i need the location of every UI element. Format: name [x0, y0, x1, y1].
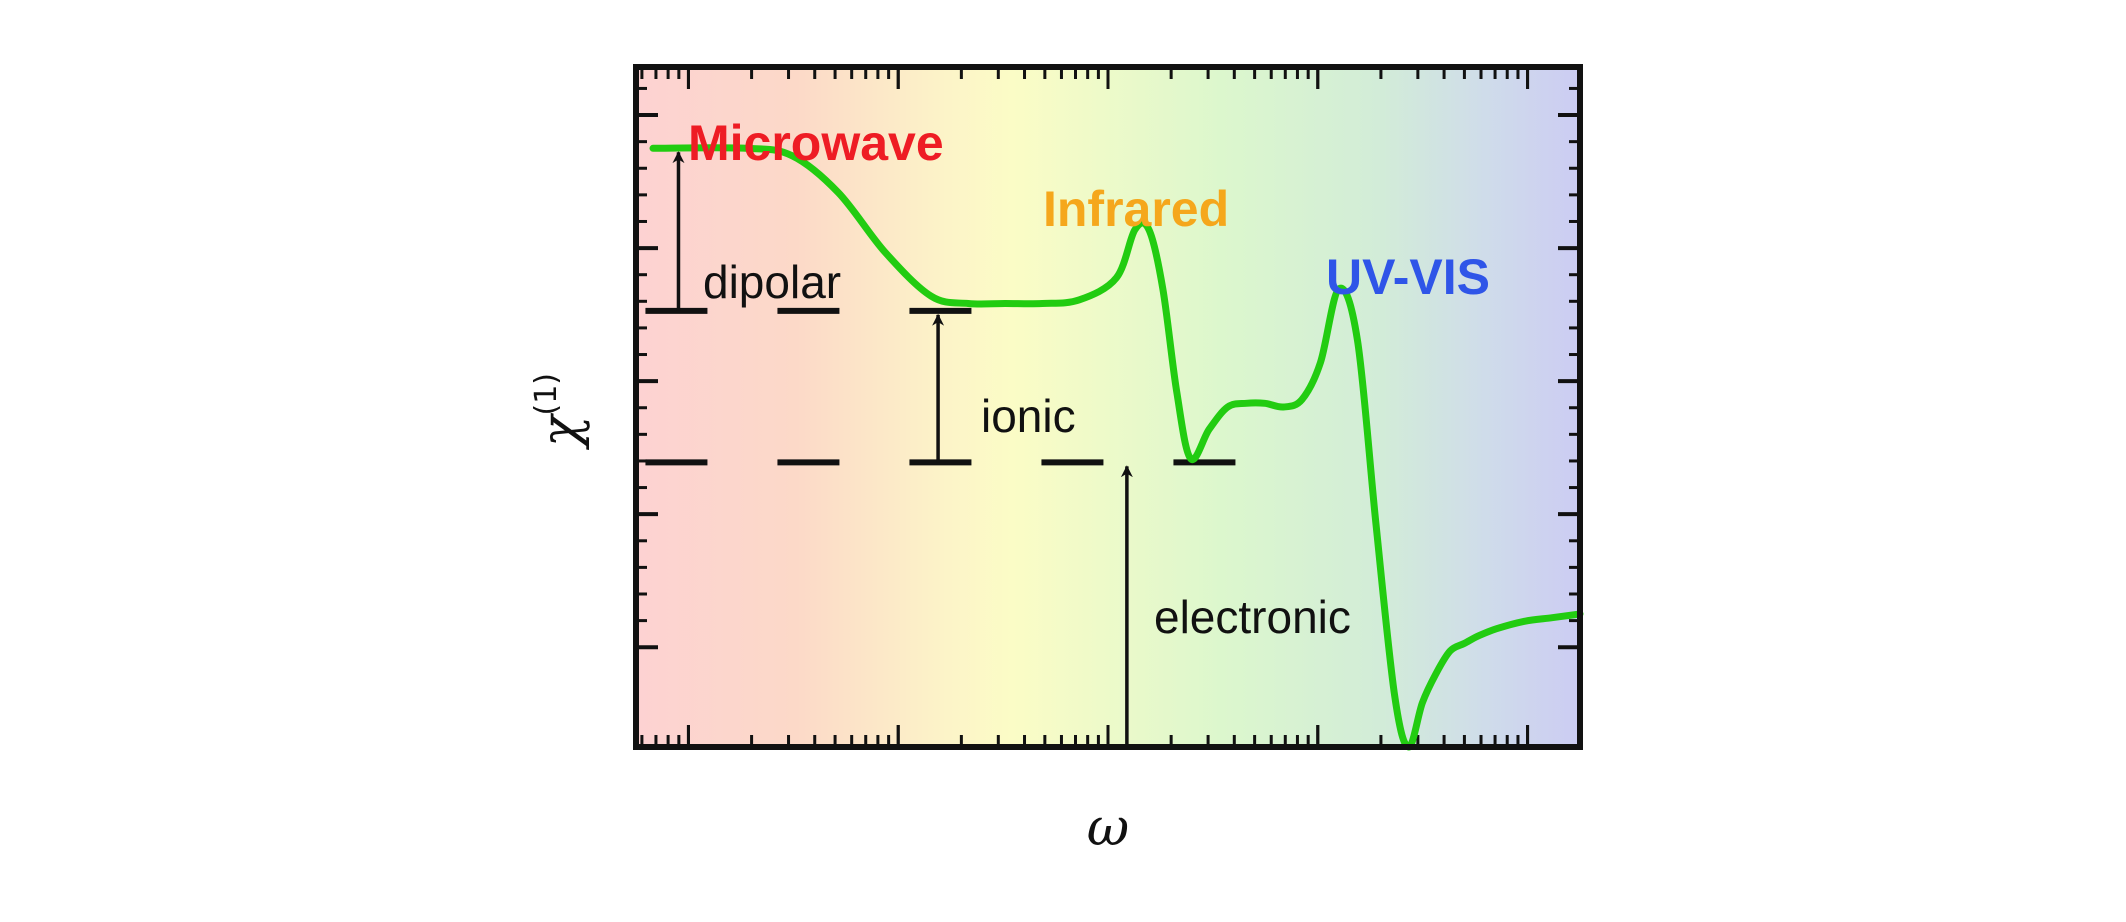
plot-background: [636, 67, 1580, 747]
annotation-dipolar: dipolar: [703, 256, 841, 308]
annotation-ionic: ionic: [981, 390, 1076, 442]
svg-text:χ(1): χ(1): [529, 373, 591, 451]
region-label-infrared: Infrared: [1043, 181, 1229, 237]
level-arrows: [672, 151, 1133, 747]
region-label-uvvis: UV-VIS: [1326, 249, 1490, 305]
annotation-electronic: electronic: [1154, 591, 1351, 643]
x-axis-title: ω: [1087, 798, 1129, 858]
level-dashes: [645, 307, 1250, 466]
series-group: [649, 144, 1584, 751]
region-label-microwave: Microwave: [688, 115, 944, 171]
y-axis-title: χ(1): [529, 373, 591, 451]
series-line-0: [649, 144, 1584, 751]
plot-frame: [633, 64, 1583, 750]
y-axis-superscript: (1): [529, 373, 564, 416]
y-axis-symbol: χ: [531, 412, 591, 451]
